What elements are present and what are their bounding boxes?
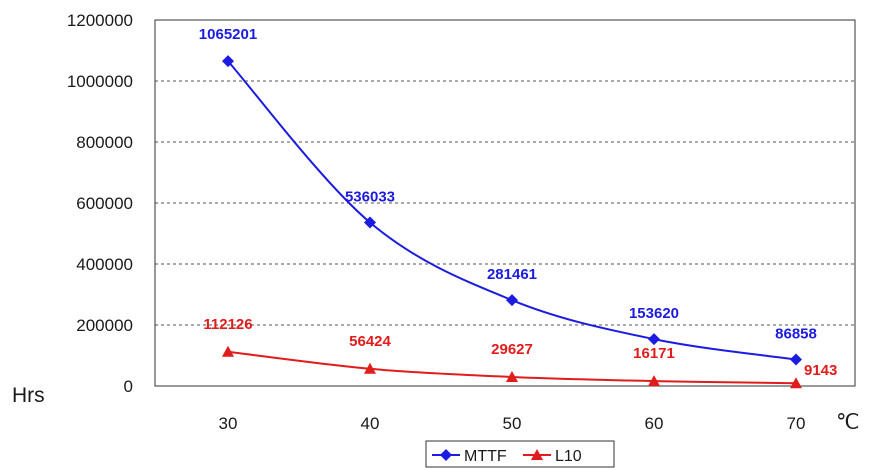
data-label-l10: 112126 — [203, 316, 252, 333]
legend-marker-l10 — [531, 449, 543, 460]
point-mttf — [222, 55, 234, 68]
series-line-mttf — [227, 60, 797, 361]
data-label-mttf: 281461 — [487, 266, 537, 283]
data-labels: 1065201 536033 281461 153620 86858 112126 5642… — [199, 26, 838, 379]
point-l10 — [222, 345, 234, 357]
data-label-mttf: 536033 — [345, 189, 395, 206]
y-tick-label: 200000 — [76, 316, 133, 335]
y-tick-label: 800000 — [76, 133, 133, 152]
point-l10 — [790, 377, 802, 389]
legend-marker-mttf — [440, 449, 452, 461]
y-tick-label: 400000 — [76, 255, 133, 274]
data-label-mttf: 86858 — [775, 326, 817, 343]
y-axis-label: Hrs — [12, 384, 45, 407]
legend-label-l10: L10 — [555, 448, 582, 465]
y-axis-ticks: 0 200000 400000 600000 800000 1000000 1200000 — [67, 11, 133, 396]
x-tick-label: 30 — [219, 414, 238, 433]
legend: MTTF L10 — [425, 440, 615, 468]
point-l10 — [364, 362, 376, 374]
y-tick-label: 1000000 — [67, 72, 133, 91]
data-label-l10: 16171 — [633, 345, 675, 362]
point-mttf — [790, 353, 802, 366]
x-tick-label: 60 — [645, 414, 664, 433]
data-label-l10: 9143 — [804, 362, 837, 379]
gridlines — [155, 80, 855, 326]
x-axis-unit: ℃ — [836, 411, 860, 434]
plot-area-border — [154, 19, 856, 387]
x-tick-label: 50 — [503, 414, 522, 433]
data-label-mttf: 153620 — [629, 305, 679, 322]
legend-label-mttf: MTTF — [464, 448, 507, 465]
x-tick-label: 70 — [787, 414, 806, 433]
x-tick-label: 40 — [361, 414, 380, 433]
data-label-l10: 29627 — [491, 341, 533, 358]
point-mttf — [364, 216, 376, 229]
point-l10 — [506, 370, 518, 382]
y-tick-label: 1200000 — [67, 11, 133, 30]
y-tick-label: 600000 — [76, 194, 133, 213]
point-mttf — [648, 333, 660, 346]
series-layer — [222, 55, 802, 389]
point-l10 — [648, 375, 660, 387]
y-tick-label: 0 — [124, 377, 133, 396]
point-mttf — [506, 294, 518, 307]
x-axis-ticks: 30 40 50 60 70 — [219, 414, 806, 433]
data-label-l10: 56424 — [349, 333, 391, 350]
data-label-mttf: 1065201 — [199, 26, 257, 43]
